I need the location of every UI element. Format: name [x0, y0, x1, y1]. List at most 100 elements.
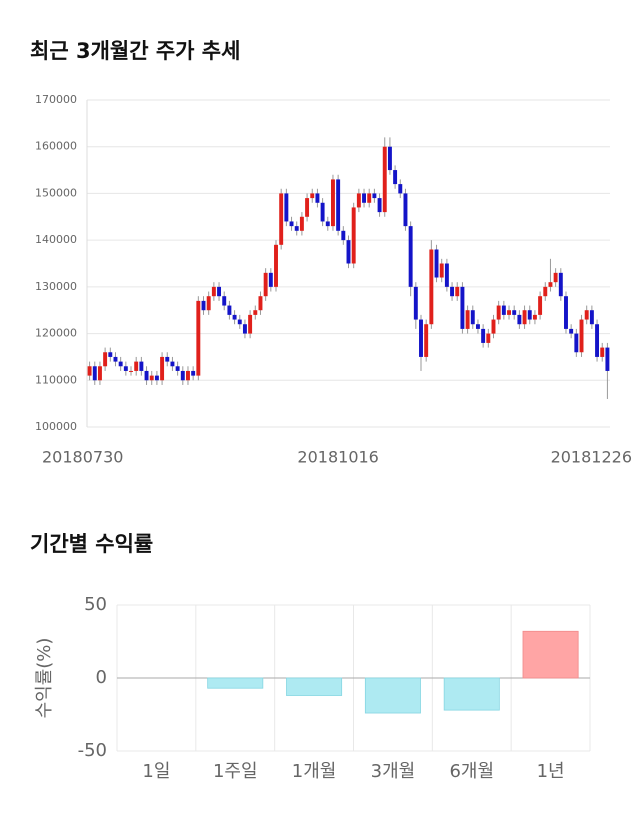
candle-body: [558, 272, 563, 297]
candle-body: [491, 319, 496, 334]
candle-body: [279, 193, 284, 245]
candle-body: [600, 347, 605, 357]
candle-body: [336, 179, 341, 231]
candle-body: [475, 324, 480, 329]
candle-body: [481, 328, 486, 343]
y-tick-label: 50: [84, 594, 107, 615]
candle-body: [465, 310, 470, 329]
candle-body: [455, 286, 460, 297]
candle-body: [419, 319, 423, 357]
candle-body: [237, 319, 242, 325]
candle-body: [268, 272, 273, 287]
candle-body: [579, 319, 584, 353]
x-tick-label: 3개월: [371, 761, 416, 782]
candle-body: [149, 375, 154, 381]
y-tick-label: 130000: [35, 280, 77, 293]
x-tick-label: 1년: [537, 761, 565, 782]
candle-body: [346, 240, 351, 264]
candle-body: [574, 333, 579, 353]
y-tick-label: 100000: [35, 420, 77, 433]
candle-body: [305, 198, 310, 217]
candle-body: [486, 333, 491, 343]
candle-body: [87, 366, 92, 376]
candle-body: [201, 300, 206, 311]
candle-body: [186, 370, 190, 381]
y-tick-label: 170000: [35, 93, 77, 106]
candle-body: [377, 198, 382, 213]
candle-body: [103, 352, 108, 367]
candle-body: [512, 310, 517, 315]
candle-body: [444, 263, 449, 287]
candle-body: [170, 361, 175, 367]
y-tick-label: -50: [78, 740, 107, 761]
candle-body: [325, 221, 330, 227]
candle-body: [274, 244, 278, 287]
candle-body: [393, 170, 398, 185]
candle-body: [362, 193, 367, 203]
candle-body: [501, 305, 506, 315]
candle-body: [310, 193, 315, 199]
candle-body: [429, 249, 434, 325]
x-tick-label: 20180730: [42, 448, 123, 467]
bar: [207, 677, 264, 689]
candle-body: [496, 305, 501, 320]
y-tick-label: 110000: [35, 373, 77, 386]
y-tick-label: 150000: [35, 186, 77, 199]
candle-body: [538, 296, 543, 315]
candle-body: [460, 286, 465, 329]
candle-body: [118, 361, 123, 367]
candle-body: [113, 356, 118, 362]
x-tick-label: 1개월: [292, 761, 337, 782]
candle-body: [123, 366, 128, 371]
candle-body: [330, 179, 335, 227]
x-tick-label: 20181226: [551, 448, 632, 467]
candle-body: [222, 296, 227, 306]
candle-body: [564, 296, 568, 329]
candle-body: [196, 300, 201, 376]
y-tick-label: 0: [96, 667, 107, 688]
candle-body: [532, 314, 537, 320]
candle-body: [289, 221, 294, 227]
y-tick-label: 120000: [35, 327, 77, 340]
candle-body: [527, 310, 532, 320]
candle-body: [372, 193, 377, 199]
candle-body: [144, 370, 149, 381]
candle-body: [589, 310, 594, 325]
candle-body: [139, 361, 144, 371]
candle-body: [108, 352, 113, 357]
candle-body: [129, 370, 133, 372]
candle-body: [134, 361, 139, 371]
candle-body: [470, 310, 475, 325]
candle-body: [424, 324, 429, 357]
candle-body: [522, 310, 527, 325]
candle-body: [408, 226, 413, 287]
candle-body: [569, 328, 574, 334]
chart-title: 기간별 수익률: [30, 532, 153, 556]
x-tick-label: 6개월: [449, 761, 494, 782]
candle-body: [175, 366, 180, 371]
y-tick-label: 160000: [35, 140, 77, 153]
candle-body: [299, 216, 304, 231]
candle-body: [154, 375, 159, 381]
candle-body: [263, 272, 268, 297]
y-axis-title: 수익률(%): [34, 638, 55, 719]
candle-body: [258, 296, 263, 311]
candle-body: [242, 324, 247, 334]
candle-body: [605, 347, 610, 371]
candle-body: [248, 314, 253, 334]
candle-body: [97, 366, 102, 381]
candle-body: [387, 146, 392, 171]
candle-body: [382, 146, 387, 213]
bar: [522, 630, 579, 679]
candle-body: [191, 370, 196, 376]
candle-body: [315, 193, 320, 203]
candle-body: [211, 286, 216, 297]
candle-body: [450, 286, 455, 297]
x-tick-label: 1주일: [213, 761, 258, 782]
candle-body: [320, 202, 325, 222]
candle-body: [439, 263, 444, 278]
candle-body: [253, 310, 258, 315]
bar: [286, 677, 343, 696]
candle-body: [543, 286, 548, 297]
chart-title: 최근 3개월간 주가 추세: [30, 39, 240, 63]
